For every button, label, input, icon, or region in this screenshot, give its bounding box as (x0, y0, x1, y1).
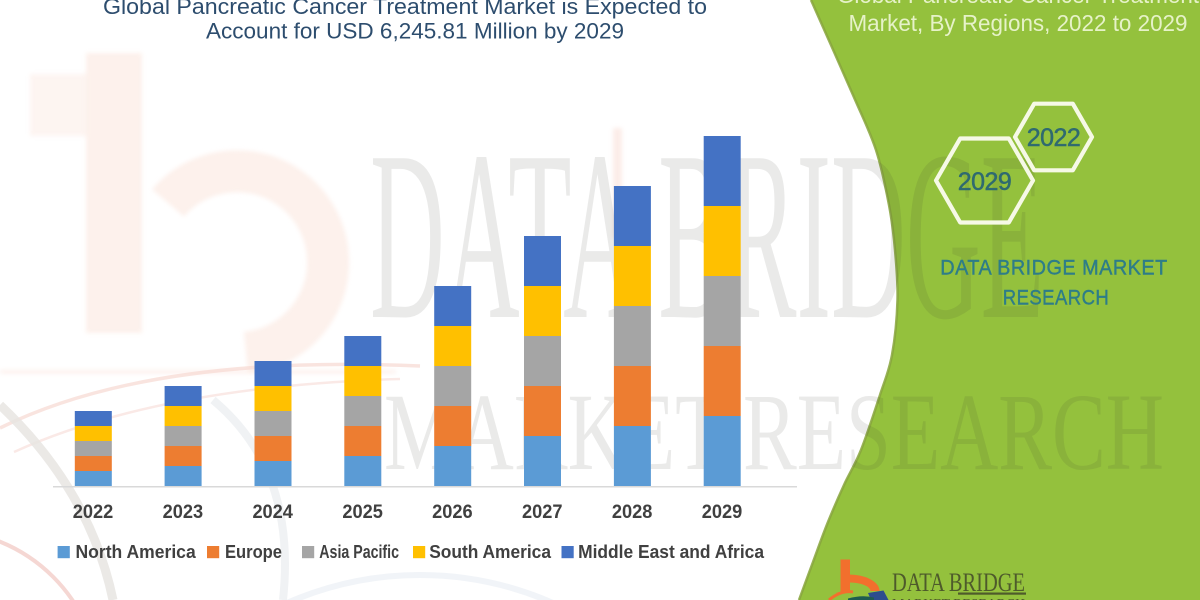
svg-text:2026: 2026 (432, 501, 473, 523)
svg-text:2029: 2029 (702, 501, 743, 523)
svg-text:2022: 2022 (73, 501, 114, 523)
svg-text:2029: 2029 (958, 168, 1012, 196)
svg-text:DATA BRIDGE MARKET: DATA BRIDGE MARKET (940, 257, 1168, 280)
svg-text:Asia Pacific: Asia Pacific (319, 541, 399, 562)
svg-text:2024: 2024 (252, 501, 293, 523)
svg-text:Europe: Europe (225, 541, 282, 562)
svg-text:MARKET RESEARCH: MARKET RESEARCH (892, 597, 1025, 600)
svg-text:DATA BRIDGE: DATA BRIDGE (892, 568, 1025, 597)
svg-text:MARKET RESEARCH: MARKET RESEARCH (384, 371, 1164, 494)
svg-text:Account for USD 6,245.81 Milli: Account for USD 6,245.81 Million by 2029 (206, 19, 624, 44)
svg-text:2028: 2028 (612, 501, 653, 523)
svg-text:Middle East and Africa: Middle East and Africa (578, 541, 765, 562)
svg-text:2022: 2022 (1027, 124, 1081, 152)
svg-text:2025: 2025 (342, 501, 383, 523)
svg-text:2027: 2027 (522, 501, 563, 523)
svg-text:Market, By Regions, 2022 to 20: Market, By Regions, 2022 to 2029 (849, 10, 1188, 36)
svg-text:South America: South America (429, 541, 551, 562)
svg-text:Global Pancreatic Cancer Treat: Global Pancreatic Cancer Treatment (837, 0, 1200, 8)
svg-text:RESEARCH: RESEARCH (1003, 287, 1110, 310)
svg-text:Global Pancreatic Cancer Treat: Global Pancreatic Cancer Treatment Marke… (103, 0, 707, 19)
svg-text:2023: 2023 (163, 501, 204, 523)
svg-text:North America: North America (76, 541, 197, 562)
